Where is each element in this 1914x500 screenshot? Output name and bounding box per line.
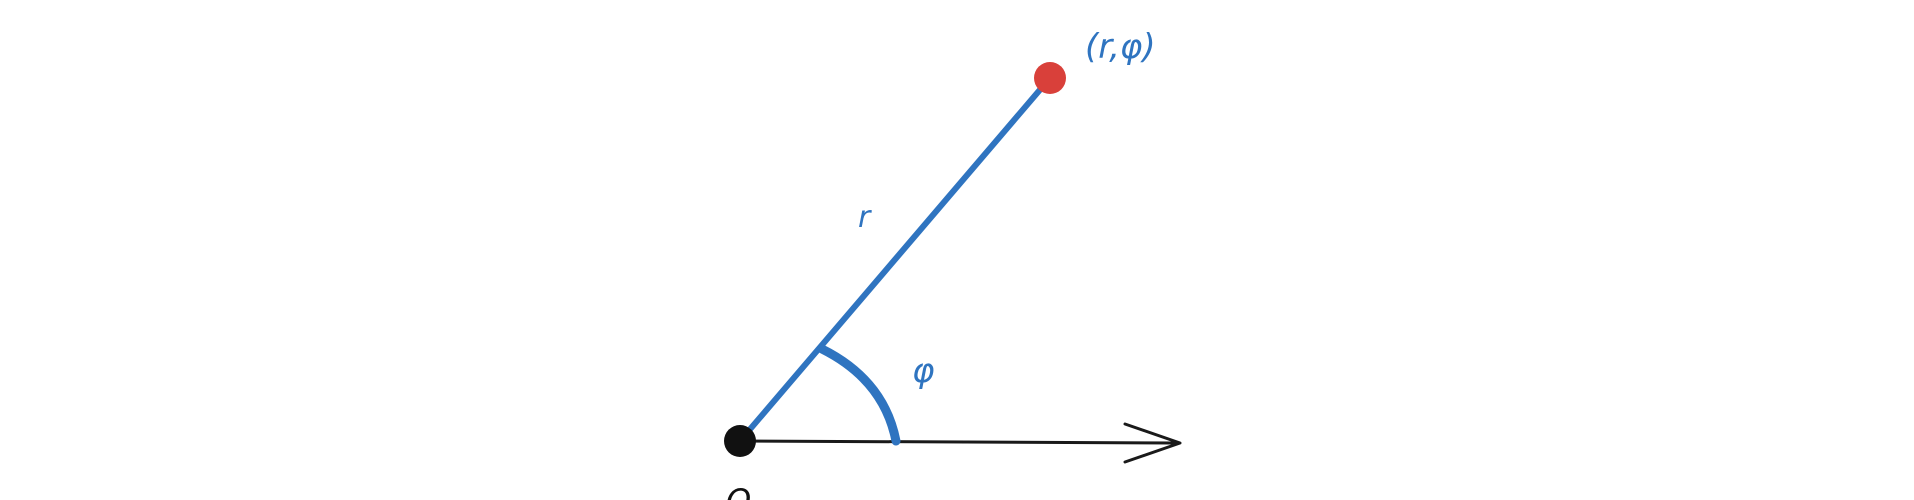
angle-label: φ [912, 351, 935, 391]
angle-arc [817, 344, 901, 446]
polar-axis-arrowhead-icon [1123, 422, 1182, 464]
radius-label: r [858, 200, 872, 235]
polar-point [1034, 62, 1066, 94]
polar-axis [738, 439, 1177, 445]
radius-ray [737, 75, 1053, 444]
point-coordinates-label: (r,φ) [1085, 27, 1156, 67]
origin-point [724, 425, 756, 457]
origin-label: O [726, 482, 751, 500]
